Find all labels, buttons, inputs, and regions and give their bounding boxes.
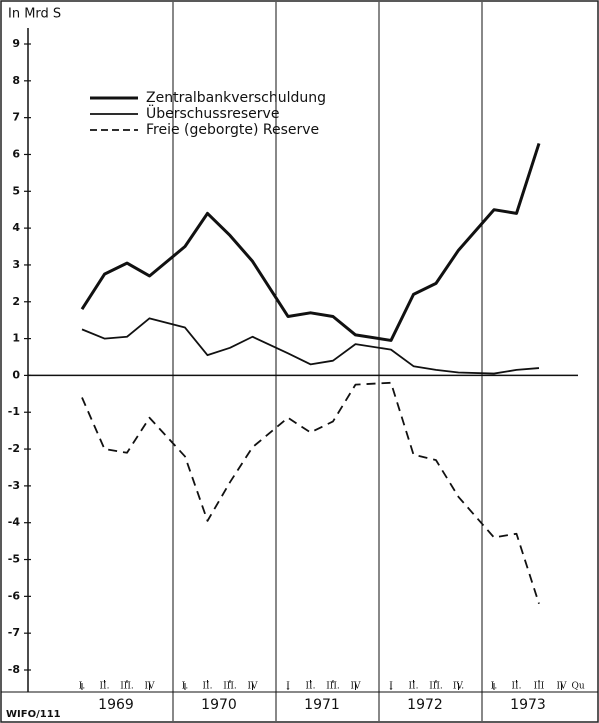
y-tick-label: -6 [8,589,21,602]
series-line [81,317,540,375]
x-tick-label: I [286,682,290,692]
x-tick-label: IV [247,682,258,692]
x-tick-label: IV [350,682,361,692]
y-tick-label: 4 [12,221,20,234]
y-tick-label: -3 [8,479,20,492]
series-line [80,142,541,342]
y-tick-label: 6 [12,147,20,160]
x-tick-label: I [389,682,393,692]
y-tick-label: 8 [12,74,20,87]
y-axis-label: In Mrd S [8,7,61,22]
year-label: 1970 [201,697,237,713]
y-tick-label: -8 [8,663,20,676]
x-tick-label: III [534,682,545,692]
y-tick-label: 0 [12,368,20,381]
source: WIFO/111 [6,709,61,720]
x-tick-label: II. [512,682,522,692]
x-tick-label: II. [409,682,419,692]
x-tick-label: II. [306,682,316,692]
y-tick-label: -2 [8,442,20,455]
y-tick-label: 7 [12,111,20,124]
series-line [81,381,540,604]
x-tick-label: IV [556,682,567,692]
legend-label: Freie (geborgte) Reserve [146,122,319,138]
x-tick-label: IV [144,682,155,692]
x-unit: Qu [572,682,585,692]
x-tick-label: II. [203,682,213,692]
y-tick-label: 2 [12,295,20,308]
x-tick-label: I. [182,682,189,692]
legend-label: Überschussreserve [146,104,279,122]
x-tick-label: III. [326,682,340,692]
legend-label: Zentralbankverschuldung [146,90,326,106]
x-tick-label: I. [491,682,498,692]
x-tick-label: IV. [453,682,464,692]
year-label: 1973 [510,697,546,713]
y-tick-label: -4 [8,516,21,529]
y-tick-label: 5 [12,184,20,197]
y-tick-label: 9 [12,37,20,50]
year-label: 1969 [98,697,134,713]
year-label: 1972 [407,697,443,713]
y-tick-label: -5 [8,553,20,566]
y-tick-label: 1 [12,332,20,345]
x-tick-label: III. [429,682,443,692]
x-tick-label: I. [79,682,86,692]
y-tick-label: 3 [12,258,20,271]
x-tick-label: II. [100,682,110,692]
y-tick-label: -1 [8,405,20,418]
x-tick-label: III. [223,682,237,692]
x-tick-label: III. [120,682,134,692]
y-tick-label: -7 [8,626,20,639]
year-label: 1971 [304,697,340,713]
